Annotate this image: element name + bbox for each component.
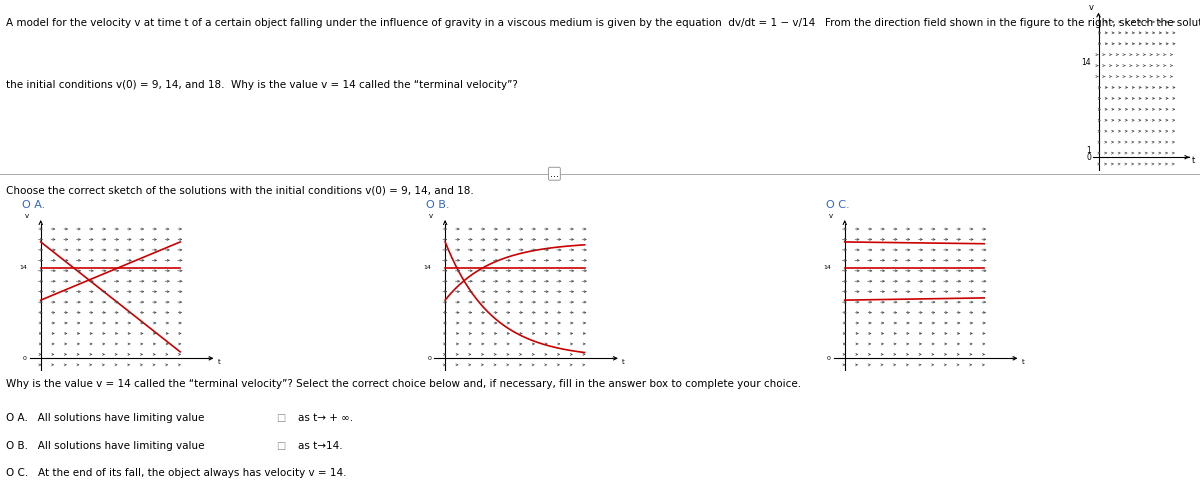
Text: O C.   At the end of its fall, the object always has velocity v = 14.: O C. At the end of its fall, the object … [6, 468, 347, 478]
Text: O B.: O B. [426, 200, 450, 210]
Text: O A.: O A. [22, 200, 44, 210]
Text: the initial conditions v(0) = 9, 14, and 18.  Why is the value v = 14 called the: the initial conditions v(0) = 9, 14, and… [6, 80, 518, 90]
Text: as t→ + ∞.: as t→ + ∞. [298, 413, 353, 423]
Text: 14: 14 [424, 265, 431, 270]
Text: Choose the correct sketch of the solutions with the initial conditions v(0) = 9,: Choose the correct sketch of the solutio… [6, 185, 474, 195]
Text: v: v [829, 213, 833, 219]
Text: v: v [25, 213, 29, 219]
Text: 14: 14 [19, 265, 26, 270]
Text: □: □ [276, 441, 286, 450]
Text: O B.   All solutions have limiting value: O B. All solutions have limiting value [6, 441, 204, 450]
Text: 14: 14 [1081, 58, 1091, 67]
Text: O A.   All solutions have limiting value: O A. All solutions have limiting value [6, 413, 204, 423]
Text: 0: 0 [1086, 153, 1091, 162]
Text: t: t [623, 358, 625, 364]
Text: ...: ... [550, 169, 559, 179]
Text: □: □ [276, 413, 286, 423]
Text: t: t [1022, 358, 1025, 364]
Text: v: v [1088, 2, 1093, 12]
Text: 0: 0 [827, 356, 830, 361]
Text: 1: 1 [1086, 146, 1091, 155]
Text: as t→14.: as t→14. [298, 441, 342, 450]
Text: t: t [1192, 156, 1195, 165]
Text: 0: 0 [23, 356, 26, 361]
Text: Why is the value v = 14 called the “terminal velocity”? Select the correct choic: Why is the value v = 14 called the “term… [6, 379, 802, 389]
Text: 14: 14 [823, 265, 830, 270]
Text: A model for the velocity v at time t of a certain object falling under the influ: A model for the velocity v at time t of … [6, 18, 1200, 28]
Text: 0: 0 [427, 356, 431, 361]
Text: O C.: O C. [826, 200, 850, 210]
Text: v: v [430, 213, 433, 219]
Text: t: t [218, 358, 221, 364]
